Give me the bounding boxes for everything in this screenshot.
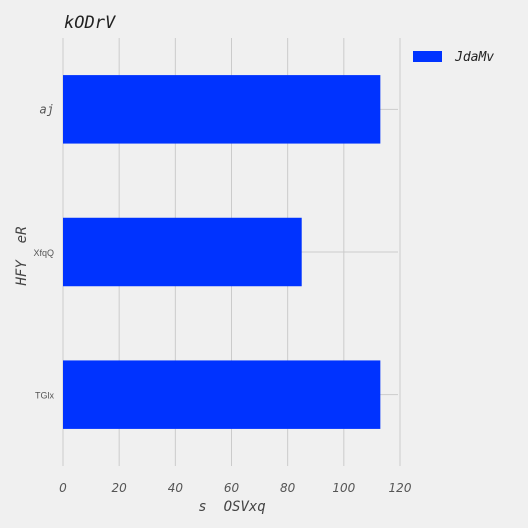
x-tick-label: 40	[168, 481, 184, 495]
y-tick-label: TGlx	[35, 391, 54, 401]
y-tick-label: aj	[40, 102, 54, 116]
bars	[63, 75, 381, 429]
x-tick-label: 0	[59, 481, 67, 495]
x-tick-labels: 0 20 40 60 80 100 120	[59, 481, 412, 495]
y-tick-label: XfqQ	[33, 248, 54, 258]
legend-label: JdaMv	[454, 50, 494, 65]
x-axis-label: s OSVxq	[198, 499, 265, 515]
chart-title: kODrV	[64, 13, 116, 33]
bar-aj	[63, 75, 381, 144]
legend-swatch	[413, 51, 442, 62]
y-tick-labels: aj XfqQ TGlx	[33, 102, 54, 400]
x-tick-label: 80	[280, 481, 296, 495]
y-axis-label: HFY eR	[14, 226, 30, 286]
x-tick-label: 20	[112, 481, 128, 495]
x-tick-label: 100	[332, 481, 355, 495]
bar-xfqq	[63, 217, 302, 287]
x-tick-label: 60	[224, 481, 240, 495]
x-tick-label: 120	[389, 481, 412, 495]
legend: JdaMv	[413, 50, 494, 65]
bar-tglx	[63, 360, 381, 429]
